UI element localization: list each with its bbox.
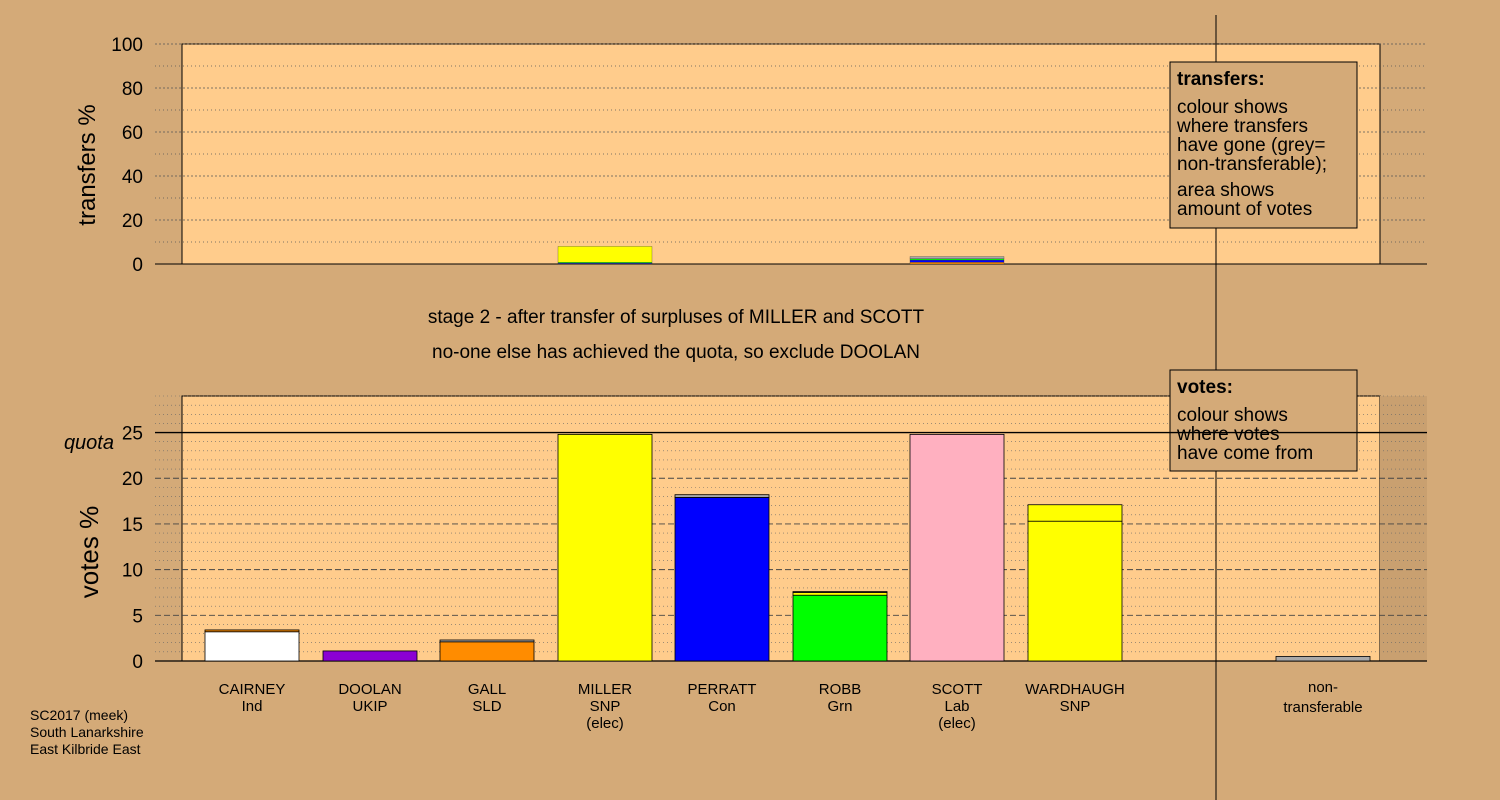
candidate-label-line: CAIRNEY	[219, 681, 286, 698]
votes-legend-line: where votes	[1176, 424, 1279, 445]
transfers-legend-line: non-transferable);	[1177, 154, 1327, 175]
vote-segment-perratt	[674, 497, 770, 662]
votes-legend-line: colour shows	[1177, 405, 1288, 426]
candidate-label-line: UKIP	[352, 698, 387, 715]
candidate-label-line: Con	[708, 698, 736, 715]
vote-segment-doolan	[322, 650, 418, 662]
candidate-label-line: Ind	[242, 698, 263, 715]
vote-segment-gall	[439, 639, 535, 643]
candidate-label-line: SNP	[1060, 698, 1091, 715]
candidate-label-line: Grn	[827, 698, 852, 715]
transfers-legend-title: transfers:	[1177, 69, 1265, 90]
votes-legend: votes: colour shows where votes have com…	[1169, 369, 1358, 472]
votes-tick-label: 5	[132, 606, 143, 627]
nontransferable-label-line: transferable	[1283, 699, 1362, 716]
votes-legend-line: have come from	[1177, 443, 1313, 464]
footer-council: South Lanarkshire	[30, 724, 144, 740]
transfers-legend-line: area shows	[1177, 180, 1274, 201]
votes-axis-title: votes %	[74, 506, 104, 599]
transfers-tick-label: 80	[122, 79, 143, 100]
candidate-label-line: ROBB	[819, 681, 862, 698]
votes-y-ticks: 0 5 10 15 20 25	[122, 424, 143, 673]
transfers-tick-label: 20	[122, 211, 143, 232]
votes-plot-extension	[1380, 396, 1427, 661]
transfers-tick-label: 40	[122, 167, 143, 188]
candidate-label-line: WARDHAUGH	[1025, 681, 1124, 698]
votes-tick-label: 15	[122, 515, 143, 536]
transfers-legend-line: colour shows	[1177, 97, 1288, 118]
transfers-legend-line: where transfers	[1176, 116, 1308, 137]
transfers-y-ticks: 0 20 40 60 80 100	[111, 35, 143, 276]
transfers-tick-label: 0	[132, 255, 143, 276]
transfers-axis-title: transfers %	[74, 104, 101, 225]
footer-election: SC2017 (meek)	[30, 707, 128, 723]
vote-segment-miller	[557, 433, 653, 662]
vote-segment-robb	[792, 591, 888, 593]
transfers-bars	[557, 246, 1005, 265]
vote-segment-wardhaugh	[1027, 520, 1123, 662]
votes-bars	[204, 433, 1371, 662]
footer-ward: East Kilbride East	[30, 741, 141, 757]
votes-tick-label: 25	[122, 424, 143, 445]
vote-segment-robb	[792, 594, 888, 662]
candidate-label-line: (elec)	[586, 715, 624, 732]
transfers-tick-label: 100	[111, 35, 143, 56]
votes-legend-title: votes:	[1177, 377, 1233, 398]
vote-segment-gall	[439, 641, 535, 662]
votes-tick-label: 0	[132, 652, 143, 673]
votes-tick-label: 20	[122, 469, 143, 490]
candidate-labels: CAIRNEYIndDOOLANUKIPGALLSLDMILLERSNP(ele…	[219, 679, 1363, 732]
nontransferable-label-line: non-	[1308, 679, 1338, 696]
transfer-segment-miller	[557, 246, 653, 263]
vote-segment-wardhaugh	[1027, 504, 1123, 522]
candidate-label-line: SLD	[472, 698, 501, 715]
transfer-segment-scott	[909, 258, 1005, 261]
candidate-label-line: DOOLAN	[338, 681, 401, 698]
vote-segment-nontransferable	[1275, 656, 1371, 662]
vote-segment-scott	[909, 433, 1005, 662]
transfers-legend: transfers: colour shows where transfers …	[1169, 61, 1358, 229]
vote-segment-perratt	[674, 494, 770, 498]
candidate-label-line: SCOTT	[932, 681, 983, 698]
transfer-segment-scott	[909, 262, 1005, 265]
candidate-label-line: Lab	[944, 698, 969, 715]
candidate-label-line: SNP	[590, 698, 621, 715]
transfers-legend-line: amount of votes	[1177, 199, 1312, 220]
candidate-label-line: MILLER	[578, 681, 632, 698]
stage-caption: stage 2 - after transfer of surpluses of…	[428, 307, 925, 328]
transfer-segment-scott	[909, 256, 1005, 259]
transfer-segment-scott	[909, 259, 1005, 263]
candidate-label-line: (elec)	[938, 715, 976, 732]
candidate-label-line: PERRATT	[688, 681, 757, 698]
vote-segment-cairney	[204, 629, 300, 633]
candidate-label-line: GALL	[468, 681, 506, 698]
transfers-legend-line: have gone (grey=	[1177, 135, 1325, 156]
transfers-tick-label: 60	[122, 123, 143, 144]
exclusion-caption: no-one else has achieved the quota, so e…	[432, 342, 920, 363]
quota-label: quota	[64, 432, 114, 454]
vote-segment-robb	[792, 592, 888, 596]
vote-segment-cairney	[204, 631, 300, 662]
votes-tick-label: 10	[122, 561, 143, 582]
